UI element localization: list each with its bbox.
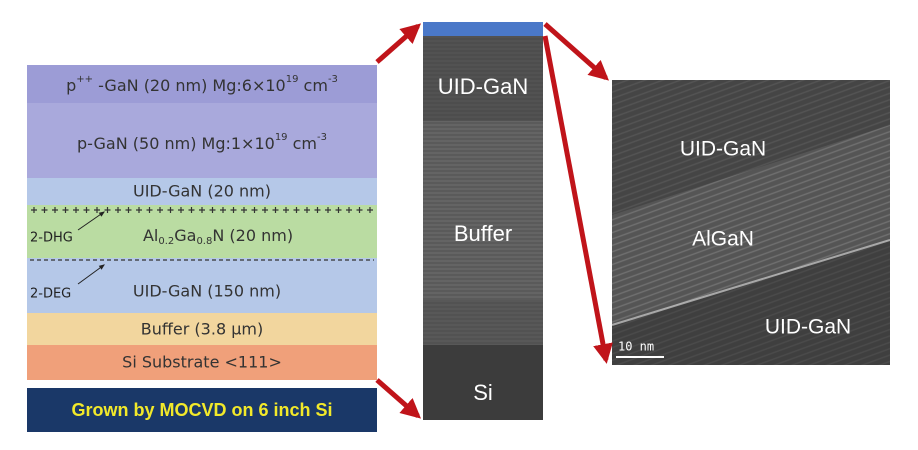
layer-label: Al0.2Ga0.8N (20 nm) xyxy=(143,226,293,248)
arrow xyxy=(542,35,613,364)
layer xyxy=(27,345,377,380)
sub: 0.2 xyxy=(158,236,174,247)
plus xyxy=(199,207,205,213)
plus xyxy=(209,207,216,213)
plus xyxy=(146,207,153,213)
hrtem-region xyxy=(612,80,890,215)
plus xyxy=(157,207,163,213)
plus xyxy=(188,207,195,213)
text: p-GaN (50 nm) Mg:1×10 xyxy=(77,134,275,153)
sup: 19 xyxy=(286,74,299,85)
plus xyxy=(52,207,58,213)
plus xyxy=(241,207,247,213)
sub: 0.8 xyxy=(196,236,212,247)
layer-label: Si Substrate <111> xyxy=(122,353,282,372)
plus xyxy=(356,207,363,213)
plus xyxy=(314,207,321,213)
plus xyxy=(83,207,90,213)
plus xyxy=(346,207,352,213)
plus xyxy=(335,207,342,213)
layer xyxy=(27,258,377,313)
text: Al xyxy=(143,226,158,245)
plus xyxy=(125,207,132,213)
tem-region xyxy=(423,300,543,345)
scale-label: 10 nm xyxy=(618,340,654,354)
hrtem-label: UID-GaN xyxy=(765,316,851,339)
plus xyxy=(62,207,69,213)
sup: ++ xyxy=(76,74,93,85)
plus xyxy=(272,207,279,213)
marker-arrow xyxy=(77,211,105,231)
plus xyxy=(283,207,289,213)
tem-label: UID-GaN xyxy=(438,74,528,99)
arrow xyxy=(543,22,609,81)
interface xyxy=(611,239,891,326)
layer-label: Buffer (3.8 µm) xyxy=(141,320,263,339)
box xyxy=(27,388,377,432)
tem-cap xyxy=(423,22,543,36)
sup: 19 xyxy=(275,132,288,143)
plus xyxy=(230,207,237,213)
hrtem-image: UID-GaN AlGaN UID-GaN 10 nm xyxy=(611,80,891,365)
layer-label: p++ -GaN (20 nm) Mg:6×1019 cm-3 xyxy=(66,74,338,95)
plus xyxy=(115,207,121,213)
hrtem-label: UID-GaN xyxy=(680,138,766,161)
note-box: Grown by MOCVD on 6 inch Si xyxy=(27,388,377,432)
hrtem-label: AlGaN xyxy=(692,228,754,251)
layer-label: UID-GaN (150 nm) xyxy=(133,282,281,301)
arrow xyxy=(375,378,422,419)
layer xyxy=(27,103,377,178)
marker-label: 2-DEG xyxy=(30,287,71,302)
layer-label: UID-GaN (20 nm) xyxy=(133,182,271,201)
layer xyxy=(27,205,377,258)
sup: -3 xyxy=(317,132,327,143)
plus xyxy=(251,207,258,213)
marker-arrow xyxy=(77,264,105,285)
plus xyxy=(136,207,142,213)
plus xyxy=(167,207,174,213)
plus xyxy=(262,207,268,213)
text: Ga xyxy=(174,226,196,245)
tem-region xyxy=(423,36,543,121)
marker-label: 2-DHG xyxy=(30,231,73,246)
plus xyxy=(293,207,300,213)
text: p xyxy=(66,76,76,95)
layer-label: p-GaN (50 nm) Mg:1×1019 cm-3 xyxy=(77,132,327,153)
tem-label: Buffer xyxy=(454,221,512,246)
tem-image: UID-GaN Buffer Si xyxy=(423,22,543,420)
plus xyxy=(325,207,331,213)
plus xyxy=(104,207,111,213)
plus xyxy=(31,207,37,213)
note: Grown by MOCVD on 6 inch Si xyxy=(71,400,332,420)
text: cm xyxy=(298,76,327,95)
plus xyxy=(178,207,184,213)
plus xyxy=(304,207,310,213)
layer xyxy=(27,178,377,205)
text: cm xyxy=(288,134,317,153)
hrtem-region xyxy=(612,240,890,365)
layer xyxy=(27,313,377,345)
sup: -3 xyxy=(328,74,338,85)
text: -GaN (20 nm) Mg:6×10 xyxy=(93,76,286,95)
layer-stack: p++ -GaN (20 nm) Mg:6×1019 cm-3 p-GaN (5… xyxy=(27,65,377,380)
layer xyxy=(27,65,377,103)
tem-region xyxy=(423,345,543,420)
plus xyxy=(41,207,48,213)
arrows xyxy=(375,22,613,419)
arrow xyxy=(375,23,422,64)
plus xyxy=(94,207,100,213)
plus xyxy=(73,207,79,213)
plus xyxy=(220,207,226,213)
text: N (20 nm) xyxy=(212,226,293,245)
hole-charges xyxy=(31,207,373,213)
plus xyxy=(367,207,373,213)
tem-label: Si xyxy=(473,380,493,405)
